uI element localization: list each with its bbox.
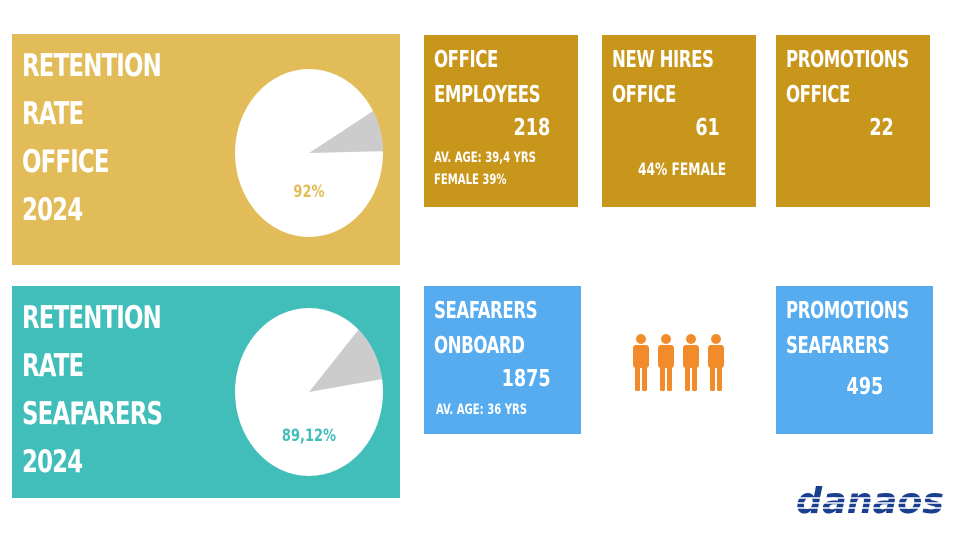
person-icon [708, 334, 724, 391]
title-line: OFFICE [786, 82, 850, 108]
office-employees-value: 218 [513, 115, 550, 141]
new-hires-office-box: NEW HIRES OFFICE 61 44% FEMALE [602, 35, 756, 207]
new-hires-office-value: 61 [695, 115, 720, 141]
promotions-office-value: 22 [869, 115, 894, 141]
promotions-seafarers-title: PROMOTIONS SEAFARERS [786, 294, 909, 364]
title-line: PROMOTIONS [786, 47, 909, 73]
pie-slice [309, 111, 383, 153]
people-icon [633, 334, 724, 391]
person-icon [633, 334, 649, 391]
logo-text: danaos [796, 484, 944, 520]
title-line: OFFICE [434, 47, 498, 73]
new-hires-office-title: NEW HIRES OFFICE [612, 43, 714, 113]
promotions-seafarers-value: 495 [846, 374, 883, 400]
office-employees-age: AV. AGE: 39,4 YRS [434, 150, 536, 166]
title-line: SEAFARERS [786, 333, 890, 359]
title-line: RATE [22, 348, 84, 384]
seafarers-onboard-box: SEAFARERS ONBOARD 1875 AV. AGE: 36 YRS [424, 286, 581, 434]
person-icon [683, 334, 699, 391]
retention-seafarers-pie [235, 308, 383, 476]
title-line: RETENTION [22, 300, 162, 336]
title-line: RATE [22, 96, 84, 132]
retention-seafarers-title: RETENTION RATE SEAFARERS 2024 [22, 294, 202, 486]
person-icon [658, 334, 674, 391]
office-employees-box: OFFICE EMPLOYEES 218 AV. AGE: 39,4 YRS F… [424, 35, 578, 207]
promotions-office-title: PROMOTIONS OFFICE [786, 43, 909, 113]
retention-office-panel: RETENTION RATE OFFICE 2024 92% [12, 34, 400, 265]
pie-slice [309, 329, 383, 392]
promotions-office-box: PROMOTIONS OFFICE 22 [776, 35, 930, 207]
title-line: SEAFARERS [22, 396, 163, 432]
office-employees-female: FEMALE 39% [434, 172, 507, 188]
title-line: SEAFARERS [434, 298, 538, 324]
title-line: RETENTION [22, 48, 162, 84]
retention-office-value: 92% [293, 182, 325, 202]
title-line: NEW HIRES [612, 47, 714, 73]
title-line: 2024 [22, 444, 83, 480]
promotions-seafarers-box: PROMOTIONS SEAFARERS 495 [776, 286, 933, 434]
title-line: EMPLOYEES [434, 82, 541, 108]
title-line: OFFICE [612, 82, 676, 108]
seafarers-onboard-title: SEAFARERS ONBOARD [434, 294, 538, 364]
title-line: ONBOARD [434, 333, 525, 359]
title-line: OFFICE [22, 144, 110, 180]
new-hires-office-female: 44% FEMALE [638, 160, 727, 180]
office-employees-title: OFFICE EMPLOYEES [434, 43, 541, 113]
retention-office-title: RETENTION RATE OFFICE 2024 [22, 42, 202, 234]
title-line: 2024 [22, 192, 83, 228]
retention-office-pie [235, 69, 383, 237]
seafarers-onboard-value: 1875 [502, 366, 551, 392]
retention-seafarers-panel: RETENTION RATE SEAFARERS 2024 89,12% [12, 286, 400, 498]
seafarers-onboard-age: AV. AGE: 36 YRS [436, 402, 528, 418]
title-line: PROMOTIONS [786, 298, 909, 324]
retention-seafarers-value: 89,12% [281, 426, 337, 446]
danaos-logo: danaos [796, 484, 946, 520]
